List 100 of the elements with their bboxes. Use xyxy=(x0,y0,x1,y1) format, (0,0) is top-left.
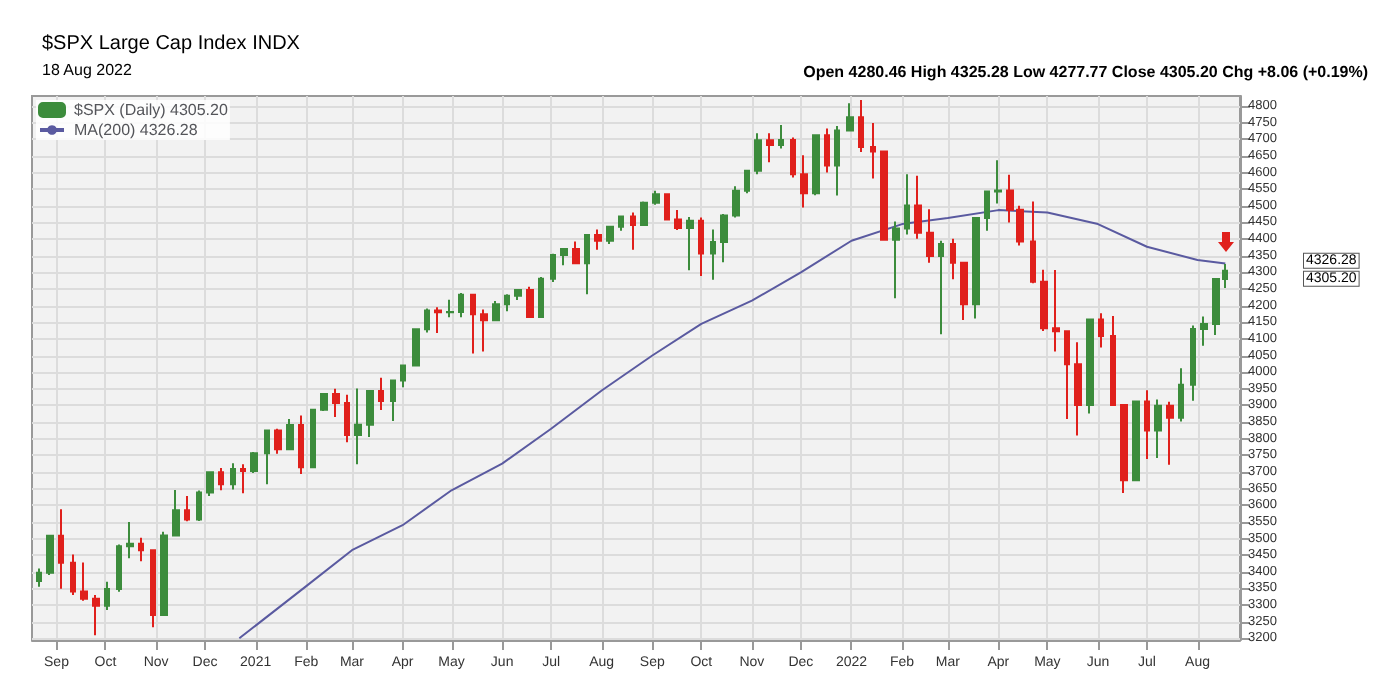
candlestick xyxy=(206,470,214,497)
candlestick xyxy=(230,462,236,491)
candlestick xyxy=(1154,398,1162,459)
candlestick xyxy=(732,185,740,219)
candlestick xyxy=(834,124,840,197)
candlestick xyxy=(424,307,430,334)
candlestick xyxy=(824,127,830,174)
candlestick xyxy=(606,224,614,246)
candlestick xyxy=(686,216,694,272)
candlestick xyxy=(1086,318,1094,415)
candlestick xyxy=(1132,400,1140,482)
candlestick xyxy=(378,376,384,412)
candlestick xyxy=(264,429,270,486)
candlestick xyxy=(1040,268,1048,332)
candlestick xyxy=(46,534,54,577)
candlestick xyxy=(458,291,464,319)
candlestick xyxy=(572,240,580,265)
candlestick xyxy=(150,549,156,629)
candlestick xyxy=(914,174,922,240)
candlestick xyxy=(274,427,282,455)
candlestick xyxy=(870,121,876,180)
candlestick xyxy=(994,159,1002,205)
chart-subtitle: 18 Aug 2022 xyxy=(42,61,133,79)
candlestick xyxy=(972,216,980,320)
candlestick xyxy=(790,136,796,179)
candlestick xyxy=(800,154,808,209)
candlestick xyxy=(550,252,556,283)
candlestick xyxy=(674,209,682,232)
candlestick xyxy=(492,299,500,322)
candlestick xyxy=(698,216,704,277)
candlestick xyxy=(1110,314,1116,407)
candlestick xyxy=(514,288,522,301)
candlestick xyxy=(538,276,544,319)
candlestick xyxy=(778,123,784,150)
candlestick xyxy=(504,293,510,313)
line-series xyxy=(238,209,1227,640)
candlestick xyxy=(344,393,350,444)
candlestick xyxy=(618,214,624,232)
candlestick xyxy=(184,494,190,523)
candlestick xyxy=(160,530,168,617)
candlestick xyxy=(652,189,660,206)
candlestick xyxy=(1166,400,1174,466)
candlestick xyxy=(1030,200,1036,285)
candlestick xyxy=(196,489,202,522)
candlestick xyxy=(1178,367,1184,423)
candlestick xyxy=(172,488,180,538)
chart-title: $SPX Large Cap Index INDX xyxy=(42,33,301,55)
candlestick xyxy=(926,208,934,264)
candlestick xyxy=(366,389,374,439)
candlestick xyxy=(858,98,864,153)
candlestick xyxy=(1120,404,1128,494)
candlestick xyxy=(470,292,476,355)
candlestick xyxy=(1098,312,1104,349)
candlestick xyxy=(218,466,224,492)
candlestick xyxy=(526,285,534,319)
candlestick xyxy=(1144,389,1150,460)
candlestick xyxy=(904,173,910,236)
candlestick xyxy=(400,364,406,389)
candlestick xyxy=(1190,324,1196,402)
candlestick xyxy=(640,200,648,227)
candlestick xyxy=(36,567,42,588)
candlestick xyxy=(880,150,888,242)
candlestick xyxy=(630,211,636,251)
candlestick xyxy=(892,220,900,300)
candlestick xyxy=(332,387,340,419)
candlestick xyxy=(594,228,602,251)
candlestick xyxy=(434,306,442,334)
candlestick xyxy=(766,132,774,164)
candlestick xyxy=(92,594,100,637)
candlestick xyxy=(70,553,76,597)
candlestick xyxy=(938,239,944,336)
candlestick xyxy=(354,387,362,466)
candlestick xyxy=(286,418,294,451)
candlestick xyxy=(446,298,454,319)
candlestick xyxy=(240,463,246,495)
candlestick xyxy=(138,536,144,563)
legend-label: MA(200) 4326.28 xyxy=(74,121,199,139)
candlestick xyxy=(80,561,88,602)
candlestick xyxy=(104,580,110,612)
candlestick xyxy=(126,520,134,560)
legend-label: $SPX (Daily) 4305.20 xyxy=(74,101,229,119)
candlestick xyxy=(846,102,854,133)
candlestick xyxy=(754,132,762,176)
candlestick xyxy=(1052,269,1060,353)
candlestick xyxy=(58,508,64,590)
candlestick xyxy=(310,408,316,469)
text: Open 4280.46 High 4325.28 Low 4277.77 Close 4305.20 Chg +8.06 (+0.19%) xyxy=(803,63,1369,81)
candlestick xyxy=(950,237,956,281)
candlestick xyxy=(744,168,750,195)
candlestick xyxy=(320,392,328,413)
candlestick xyxy=(390,378,396,423)
candlestick xyxy=(710,228,716,281)
candlestick xyxy=(960,261,968,321)
candlestick xyxy=(1064,330,1070,421)
candlestick xyxy=(480,308,488,353)
candlestick xyxy=(720,213,728,264)
candlestick xyxy=(298,414,304,475)
candlestick xyxy=(1074,341,1082,437)
candlestick xyxy=(1200,315,1208,347)
candlestick xyxy=(664,192,670,221)
